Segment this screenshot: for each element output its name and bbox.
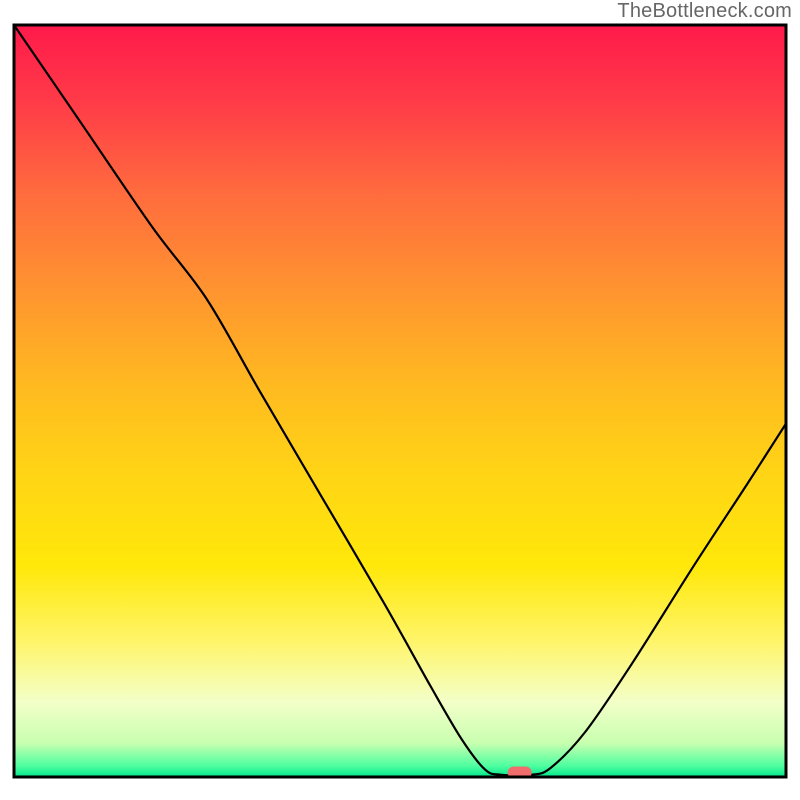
watermark-text: TheBottleneck.com: [617, 0, 792, 23]
bottleneck-chart: [0, 0, 800, 800]
chart-stage: TheBottleneck.com: [0, 0, 800, 800]
gradient-background: [14, 25, 786, 777]
